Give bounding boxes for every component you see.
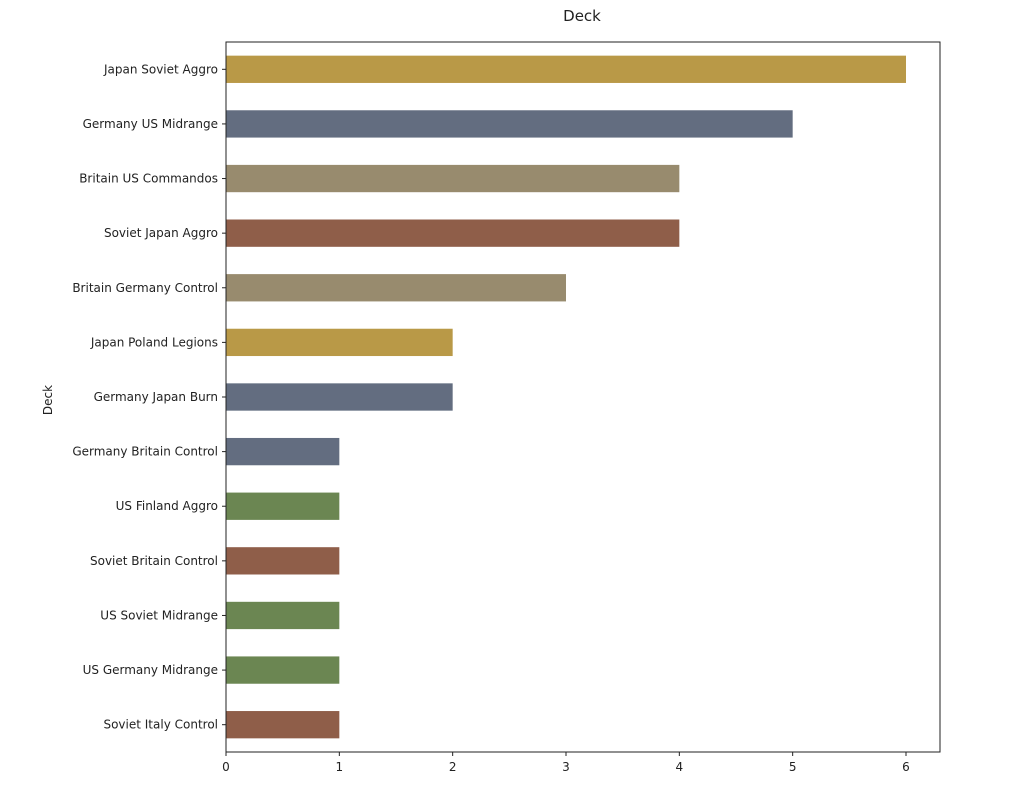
bar — [226, 383, 453, 411]
bar — [226, 711, 340, 739]
x-tick-label: 5 — [789, 760, 797, 774]
y-tick-label: Germany US Midrange — [83, 117, 218, 131]
chart-title: Deck — [563, 7, 601, 25]
y-tick-label: US Soviet Midrange — [100, 608, 218, 622]
bar — [226, 110, 793, 138]
x-tick-label: 4 — [676, 760, 684, 774]
bar — [226, 164, 680, 193]
bar — [226, 547, 340, 575]
x-tick-label: 2 — [449, 760, 457, 774]
y-tick-label: Soviet Japan Aggro — [104, 226, 218, 240]
bar — [226, 601, 340, 630]
x-axis-ticks: 0 1 2 3 4 5 6 — [222, 752, 910, 774]
bar — [226, 55, 906, 83]
y-tick-label: Britain US Commandos — [79, 172, 218, 186]
x-tick-label: 3 — [562, 760, 570, 774]
bar — [226, 219, 680, 247]
bars-group — [226, 55, 906, 739]
y-tick-label: Germany Britain Control — [72, 445, 218, 459]
y-axis-ticks: Japan Soviet Aggro Germany US Midrange Bri… — [72, 62, 226, 732]
bar — [226, 274, 566, 302]
x-tick-label: 6 — [902, 760, 910, 774]
y-tick-label: US Germany Midrange — [83, 663, 218, 677]
bar — [226, 492, 340, 520]
x-tick-label: 1 — [336, 760, 344, 774]
y-axis-label: Deck — [41, 385, 55, 415]
y-tick-label: Britain Germany Control — [72, 281, 218, 295]
y-tick-label: Soviet Italy Control — [103, 718, 218, 732]
y-tick-label: Japan Soviet Aggro — [103, 62, 218, 76]
x-tick-label: 0 — [222, 760, 230, 774]
y-tick-label: Germany Japan Burn — [94, 390, 218, 404]
y-tick-label: Japan Poland Legions — [90, 335, 218, 349]
y-tick-label: Soviet Britain Control — [90, 554, 218, 568]
plot-frame — [225, 41, 941, 753]
bar — [226, 437, 340, 466]
y-tick-label: US Finland Aggro — [116, 499, 218, 513]
bar — [226, 656, 340, 684]
bar — [226, 328, 453, 357]
